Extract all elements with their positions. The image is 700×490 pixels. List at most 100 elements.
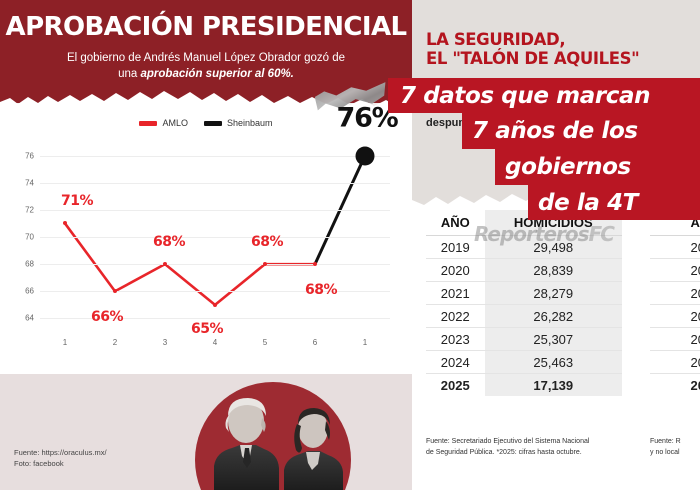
cell-homicidios: 28,279 — [484, 281, 622, 305]
table-row: 2025 17,139 — [426, 373, 622, 396]
left-subtitle-line2-plain: una — [118, 68, 141, 80]
cell-ano-2: 2024 — [650, 350, 700, 374]
table2-body: 201920202021202220232024 2025 — [650, 235, 700, 397]
cell-ano-2: 2020 — [650, 258, 700, 282]
y-axis-tick: 76 — [25, 151, 34, 161]
data-point-amlo — [263, 262, 267, 267]
right-infographic-panel: LA SEGURIDAD, EL "TALÓN DE AQUILES" lige… — [412, 0, 700, 490]
data-point-amlo — [213, 302, 217, 307]
cell-homicidios: 28,839 — [484, 258, 622, 282]
chart-gridline — [40, 291, 390, 293]
right-body-line2: despun — [426, 117, 466, 129]
table-row: 2019 29,498 — [426, 235, 622, 259]
table-row: 2020 28,839 — [426, 258, 622, 282]
overlay-band-4: de la 4T — [528, 185, 700, 220]
cell-ano-2: 2021 — [650, 281, 700, 305]
right-source-note: Fuente: Secretariado Ejecutivo del Siste… — [426, 437, 616, 458]
data-label-amlo: 65% — [190, 320, 224, 337]
table-body: 2019 29,498 2020 28,839 2021 28,279 2022 26,282… — [426, 235, 622, 396]
chart-gridline — [40, 318, 390, 320]
cell-ano: 2024 — [426, 350, 485, 374]
table-row: 2023 25,307 — [426, 327, 622, 351]
y-axis-tick: 64 — [25, 313, 34, 323]
data-label-amlo: 66% — [90, 309, 124, 326]
table2-row: 2019 — [650, 235, 700, 259]
left-infographic-panel: APROBACIÓN PRESIDENCIAL El gobierno de A… — [0, 0, 412, 490]
data-label-amlo: 68% — [304, 282, 338, 299]
left-source-line1: Fuente: https://oraculus.mx/ — [14, 448, 107, 457]
chart-gridline — [40, 155, 390, 157]
chart-gridline — [40, 264, 390, 266]
cell-ano: 2020 — [426, 258, 485, 282]
chart-legend: AMLO Sheinbaum — [0, 118, 412, 128]
chart-plot-area: 64 66 68 70 72 74 76 1 2 3 4 5 6 1 71% 66% 68% 65% 68% 68% 7… — [25, 102, 399, 347]
cell-homicidios: 25,307 — [484, 327, 622, 351]
left-source-line2: Foto: facebook — [14, 459, 64, 468]
table2-row: 2022 — [650, 304, 700, 328]
y-axis-tick: 68 — [25, 259, 34, 269]
overlay-band-1: 7 datos que marcan — [388, 78, 700, 113]
data-point-amlo — [63, 221, 67, 226]
y-axis-tick: 66 — [25, 286, 34, 296]
x-axis-tick: 3 — [162, 338, 168, 347]
homicidios-table-secondary: ANO 2019202020212022202320242025 — [650, 210, 700, 396]
table2-row: 2021 — [650, 281, 700, 305]
overlay-band-3: gobiernos — [495, 149, 700, 185]
legend-label-sheinbaum: Sheinbaum — [226, 118, 273, 128]
legend-item-amlo: AMLO — [139, 118, 188, 128]
y-axis-tick: 70 — [25, 232, 34, 242]
right-panel-title: LA SEGURIDAD, EL "TALÓN DE AQUILES" — [426, 30, 688, 68]
cell-ano-2: 2023 — [650, 327, 700, 351]
table2-row: 2023 — [650, 327, 700, 351]
legend-label-amlo: AMLO — [162, 118, 188, 128]
table2-row: 2025 — [650, 374, 700, 397]
right-title-line2: EL "TALÓN DE AQUILES" — [426, 49, 640, 68]
torn-paper-edge — [0, 91, 412, 114]
approval-chart: AMLO Sheinbaum 64 66 68 70 72 74 76 1 2 3 4 5 6 1 71% 6… — [0, 102, 412, 382]
page-title: APROBACIÓN PRESIDENCIAL — [5, 12, 408, 42]
table-row: 2022 26,282 — [426, 304, 622, 328]
cell-homicidios: 17,139 — [484, 373, 622, 396]
cell-homicidios: 29,498 — [484, 235, 622, 259]
homicidios-table: AÑO HOMICIDIOS 2019 29,498 2020 28,839 2021 2… — [426, 210, 622, 396]
left-subtitle: El gobierno de Andrés Manuel López Obrad… — [26, 50, 386, 82]
left-header-band — [0, 0, 412, 103]
cell-ano: 2025 — [440, 377, 470, 393]
right-source2-line2: y no local — [650, 448, 680, 456]
legend-item-sheinbaum: Sheinbaum — [203, 118, 273, 128]
cell-ano-2: 2025 — [690, 377, 700, 393]
cell-ano: 2022 — [426, 304, 485, 328]
data-point-sheinbaum — [355, 146, 375, 166]
data-label-amlo: 68% — [250, 234, 284, 251]
right-source-line2: de Seguridad Pública. *2025: cifras hast… — [426, 448, 582, 456]
col-header-ano: AÑO — [426, 210, 485, 236]
x-axis-tick: 1 — [362, 338, 368, 347]
data-point-amlo — [163, 262, 167, 267]
table2-row: 2020 — [650, 258, 700, 282]
data-label-amlo: 71% — [60, 193, 94, 210]
right-title-line1: LA SEGURIDAD, — [426, 30, 566, 49]
left-subtitle-line2-bold: aprobación superior al 60%. — [140, 68, 294, 80]
cell-ano: 2021 — [426, 281, 485, 305]
data-point-amlo — [113, 289, 117, 294]
legend-swatch-icon-amlo — [139, 120, 158, 126]
left-subtitle-line1: El gobierno de Andrés Manuel López Obrad… — [66, 52, 346, 64]
chart-gridline — [40, 209, 390, 211]
data-label-amlo: 68% — [152, 234, 186, 251]
chart-gridline — [40, 182, 390, 184]
x-axis-tick: 6 — [312, 338, 318, 347]
y-axis-tick: 74 — [25, 178, 34, 188]
chart-gridline — [40, 237, 390, 238]
x-axis-tick: 4 — [212, 338, 218, 347]
x-axis-tick: 5 — [262, 338, 268, 347]
y-axis-tick: 72 — [25, 205, 34, 215]
x-axis-tick: 1 — [62, 338, 68, 347]
legend-swatch-icon-sheinbaum — [203, 120, 222, 126]
cell-homicidios: 26,282 — [484, 304, 622, 328]
x-axis-tick: 2 — [112, 338, 118, 347]
overlay-band-2: 7 años de los — [462, 113, 700, 149]
cell-ano: 2019 — [426, 235, 485, 259]
photo-amlo-sheinbaum — [214, 398, 343, 490]
cell-ano-2: 2019 — [650, 235, 700, 259]
